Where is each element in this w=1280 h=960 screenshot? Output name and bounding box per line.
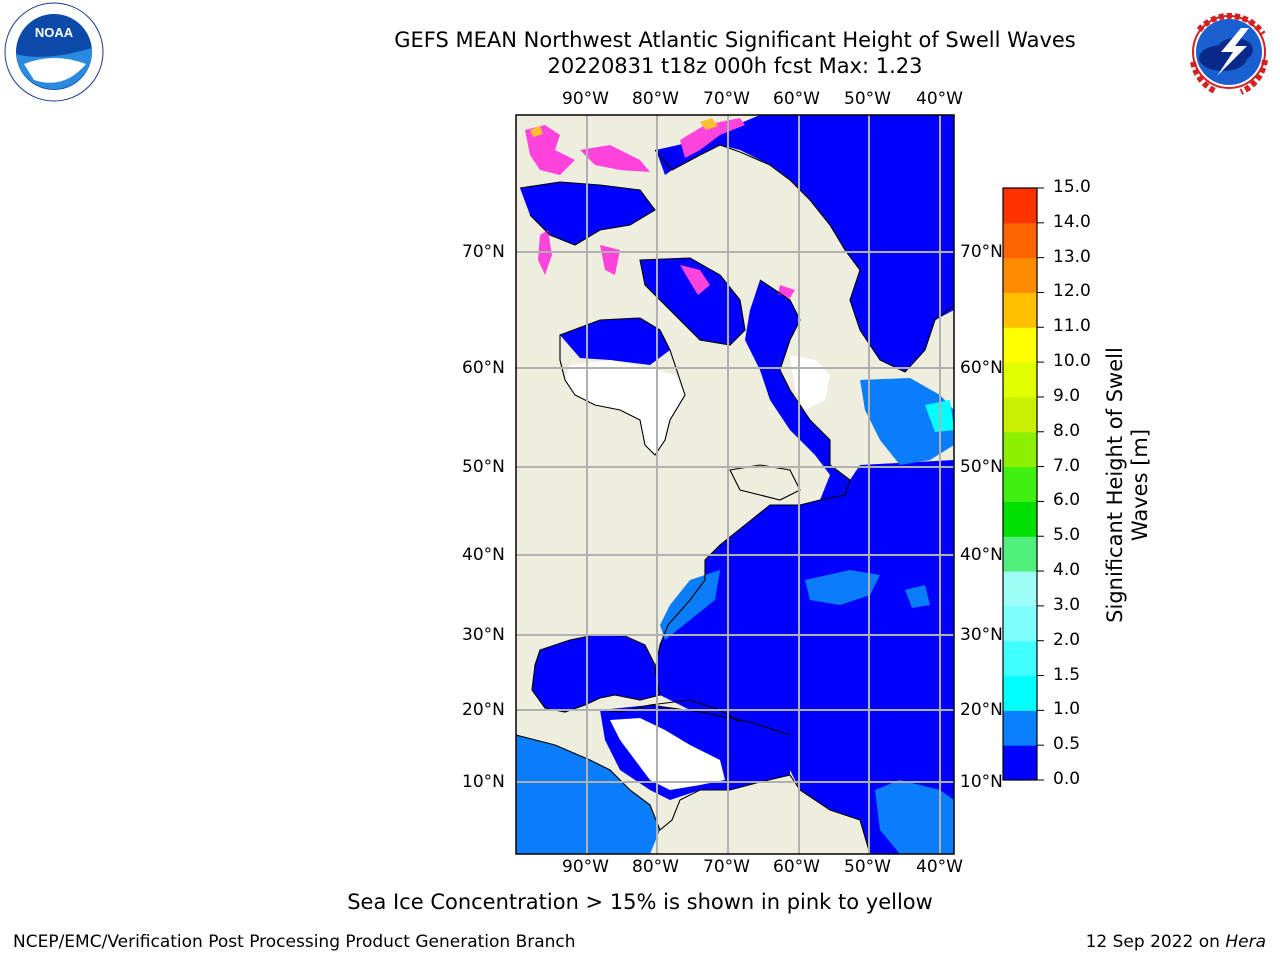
colorbar-segment <box>1003 536 1037 572</box>
colorbar-frame <box>1002 187 1038 781</box>
sea-ice-north <box>525 125 575 175</box>
colorbar-tick-label: 14.0 <box>1053 211 1091 232</box>
chart-title: GEFS MEAN Northwest Atlantic Significant… <box>394 28 1076 52</box>
swell-patch-south <box>875 780 954 854</box>
colorbar-tick-label: 13.0 <box>1053 246 1091 267</box>
colorbar-tick-label: 1.0 <box>1053 699 1081 720</box>
sea-ice-note: Sea Ice Concentration > 15% is shown in … <box>347 890 933 914</box>
lat-label-right-50n: 50°N <box>960 457 1003 477</box>
lon-label-top-40w: 40°W <box>916 89 963 109</box>
lat-label-left-40n: 40°N <box>462 545 505 565</box>
colorbar-tick-label: 4.0 <box>1053 560 1081 581</box>
map-frame <box>515 114 955 855</box>
colorbar-segment <box>1003 466 1037 502</box>
lat-label-right-60n: 60°N <box>960 358 1003 378</box>
lat-label-left-30n: 30°N <box>462 625 505 645</box>
colorbar-tick-label: 10.0 <box>1053 351 1091 372</box>
colorbar-tick-label: 8.0 <box>1053 420 1081 441</box>
colorbar <box>1003 187 1044 781</box>
lon-label-top-60w: 60°W <box>773 89 820 109</box>
footer-date: 12 Sep 2022 on Hera <box>1086 932 1266 952</box>
noaa-logo: NOAA <box>4 2 104 102</box>
footer-branch: NCEP/EMC/Verification Post Processing Pr… <box>13 932 576 952</box>
colorbar-segment <box>1003 710 1037 746</box>
lat-label-right-20n: 20°N <box>960 700 1003 720</box>
lat-label-right-10n: 10°N <box>960 772 1003 792</box>
lat-label-left-10n: 10°N <box>462 772 505 792</box>
lon-label-top-80w: 80°W <box>632 89 679 109</box>
swell-patch-coast <box>660 570 720 640</box>
colorbar-segment <box>1003 501 1037 537</box>
colorbar-segment <box>1003 362 1037 398</box>
colorbar-tick-label: 0.0 <box>1053 769 1081 789</box>
gulf-of-mexico <box>532 635 660 712</box>
colorbar-segment <box>1003 605 1037 642</box>
sea-ice-yellow-2 <box>530 126 543 137</box>
baffin-water <box>640 258 745 345</box>
no-data-hudson <box>565 360 685 455</box>
lat-label-right-70n: 70°N <box>960 242 1003 262</box>
sea-ice-mid-3 <box>680 265 710 295</box>
colorbar-segment <box>1003 222 1037 259</box>
noaa-text: NOAA <box>35 25 74 40</box>
colorbar-tick-label: 7.0 <box>1053 455 1081 476</box>
sea-ice-north-2 <box>580 145 650 172</box>
colorbar-tick-label: 1.5 <box>1053 664 1081 685</box>
footer-date-text: 12 Sep 2022 on <box>1085 932 1226 952</box>
lat-label-left-20n: 20°N <box>462 700 505 720</box>
lon-label-bottom-40w: 40°W <box>916 857 963 877</box>
sea-ice-yellow <box>700 118 718 130</box>
colorbar-tick-label: 0.5 <box>1053 734 1081 755</box>
colorbar-segment <box>1003 396 1037 433</box>
colorbar-segment <box>1003 292 1037 328</box>
colorbar-segment <box>1003 640 1037 677</box>
colorbar-tick-label: 11.0 <box>1053 316 1091 337</box>
colorbar-segment <box>1003 431 1037 468</box>
lat-label-right-30n: 30°N <box>960 625 1003 645</box>
colorbar-tick-label: 15.0 <box>1053 177 1091 197</box>
swell-patch-east <box>860 378 954 465</box>
lat-label-left-50n: 50°N <box>462 457 505 477</box>
colorbar-tick-label: 9.0 <box>1053 385 1081 406</box>
colorbar-segment <box>1003 745 1037 781</box>
graticule <box>516 115 954 854</box>
lon-label-bottom-50w: 50°W <box>844 857 891 877</box>
no-data-caribbean <box>610 718 725 790</box>
nws-logo <box>1179 2 1279 102</box>
lon-label-top-70w: 70°W <box>703 89 750 109</box>
colorbar-segment <box>1003 571 1037 607</box>
colorbar-tick-label: 6.0 <box>1053 490 1081 511</box>
colorbar-tick-label: 12.0 <box>1053 281 1091 302</box>
atlantic-ocean <box>656 115 954 372</box>
colorbar-segment <box>1003 675 1037 711</box>
colorbar-segment <box>1003 188 1037 224</box>
lat-label-left-60n: 60°N <box>462 358 505 378</box>
lon-label-top-50w: 50°W <box>844 89 891 109</box>
lon-label-bottom-90w: 90°W <box>562 857 609 877</box>
colorbar-segment <box>1003 327 1037 363</box>
colorbar-title: Significant Height of Swell Waves [m] <box>1103 347 1152 623</box>
colorbar-tick-label: 2.0 <box>1053 629 1081 650</box>
lat-label-right-40n: 40°N <box>960 545 1003 565</box>
footer-host: Hera <box>1225 932 1266 952</box>
chart-subtitle: 20220831 t18z 000h fcst Max: 1.23 <box>547 54 923 78</box>
colorbar-tick-label: 5.0 <box>1053 525 1081 546</box>
lon-label-bottom-80w: 80°W <box>632 857 679 877</box>
colorbar-tick-label: 3.0 <box>1053 594 1081 615</box>
colorbar-segment <box>1003 257 1037 293</box>
swell-patch-mid <box>805 570 880 605</box>
lon-label-bottom-70w: 70°W <box>703 857 750 877</box>
lon-label-top-90w: 90°W <box>562 89 609 109</box>
swell-patch-small <box>905 585 930 608</box>
lon-label-bottom-60w: 60°W <box>773 857 820 877</box>
lat-label-left-70n: 70°N <box>462 242 505 262</box>
